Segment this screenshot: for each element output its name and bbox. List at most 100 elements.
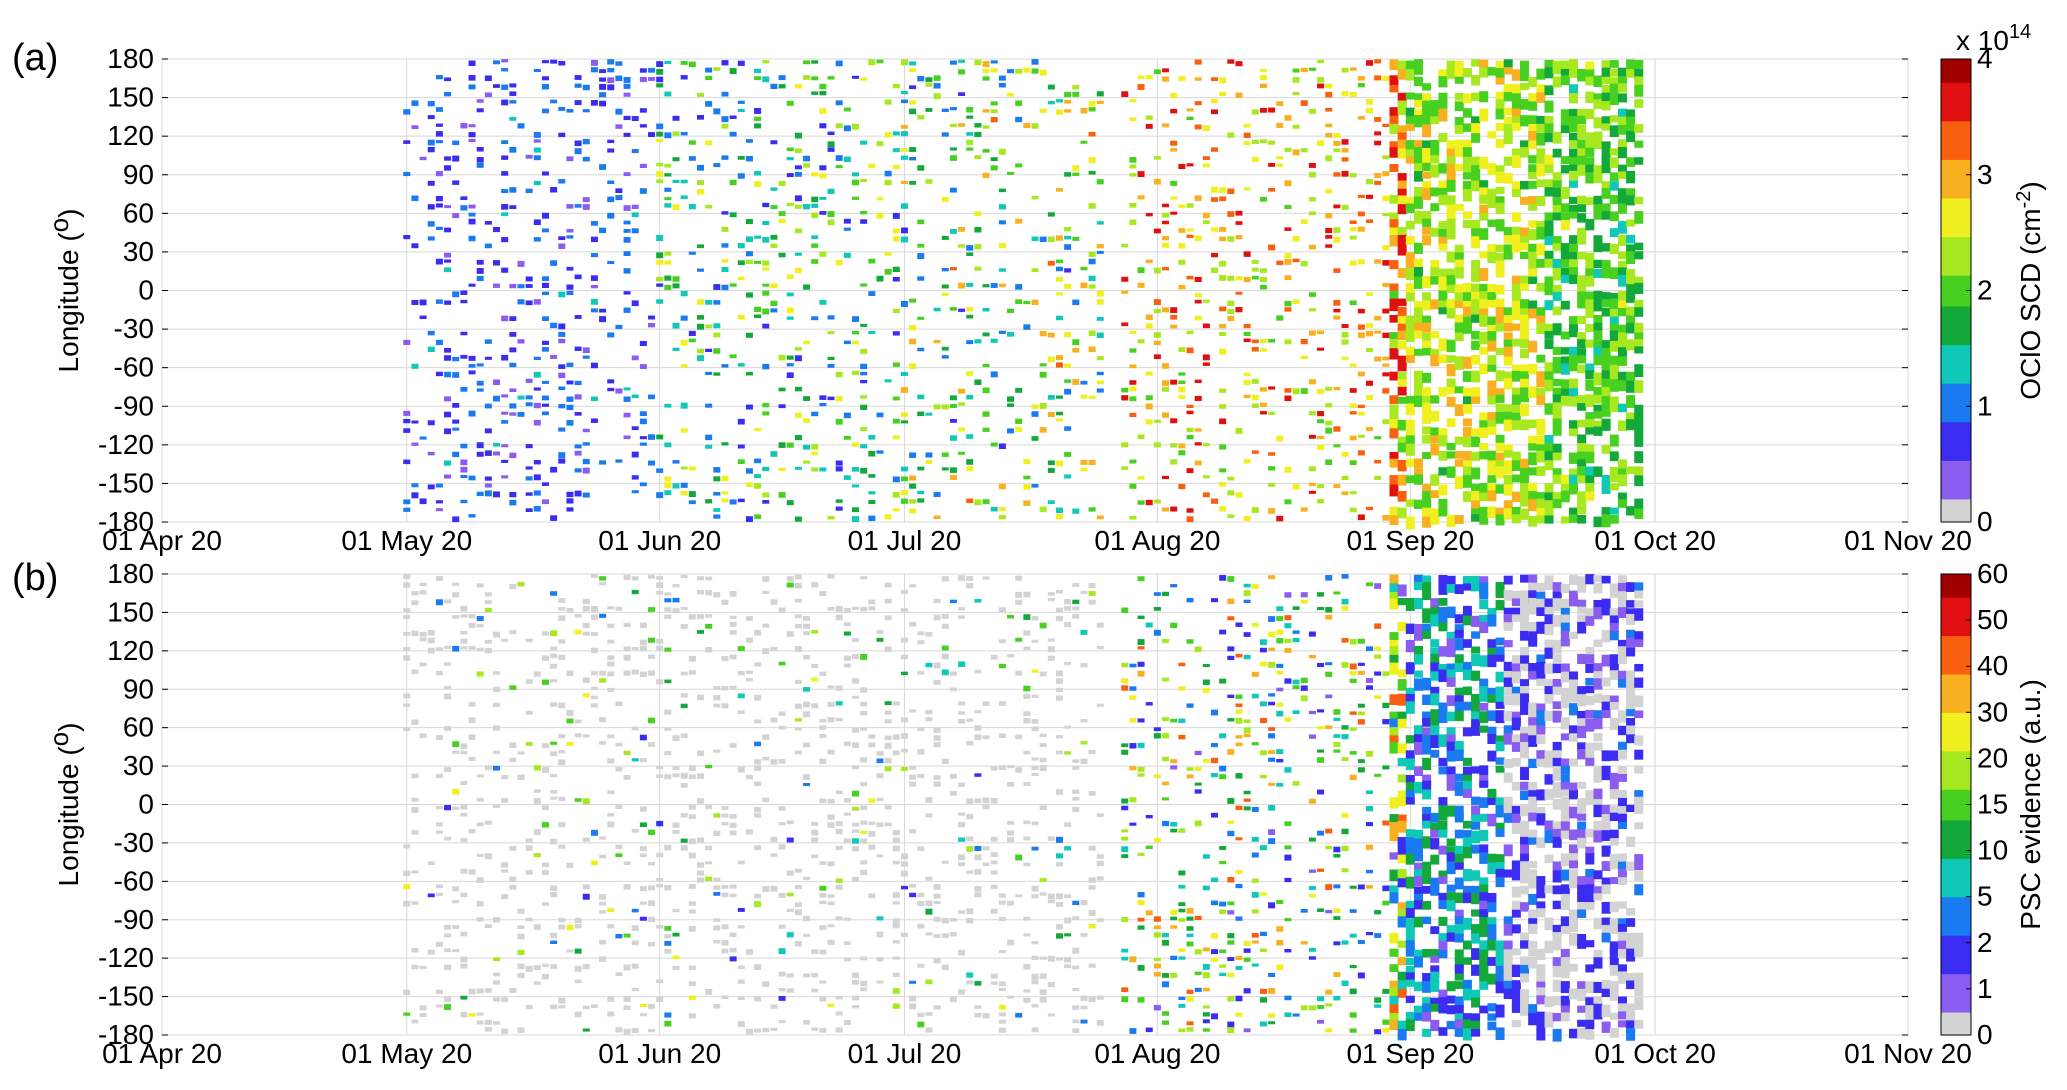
data-cell bbox=[656, 590, 664, 595]
data-cell bbox=[1333, 204, 1341, 209]
data-cell bbox=[1357, 719, 1365, 725]
data-cell bbox=[721, 266, 729, 273]
data-cell bbox=[656, 884, 664, 888]
data-cell bbox=[452, 582, 460, 586]
data-cell bbox=[1528, 243, 1538, 255]
data-cell bbox=[803, 615, 811, 621]
data-cell bbox=[656, 68, 664, 75]
data-cell bbox=[917, 640, 925, 645]
data-cell bbox=[427, 221, 435, 227]
data-cell bbox=[435, 371, 443, 377]
data-cell bbox=[729, 68, 737, 75]
data-cell bbox=[1178, 908, 1186, 913]
data-cell bbox=[1096, 515, 1104, 520]
data-cell bbox=[778, 180, 786, 186]
data-cell bbox=[933, 83, 941, 89]
data-cell bbox=[892, 734, 900, 740]
data-cell bbox=[476, 671, 484, 677]
data-cell bbox=[705, 324, 713, 329]
data-cell bbox=[1268, 782, 1276, 786]
colorbar-segment bbox=[1941, 228, 1971, 238]
data-cell bbox=[1446, 251, 1456, 263]
data-cell bbox=[411, 1019, 419, 1024]
data-cell bbox=[1137, 964, 1145, 971]
data-cell bbox=[517, 299, 525, 305]
data-cell bbox=[435, 647, 443, 651]
data-cell bbox=[1389, 995, 1399, 1008]
data-cell bbox=[696, 630, 704, 634]
data-cell bbox=[1129, 695, 1137, 700]
data-cell bbox=[452, 741, 460, 748]
data-cell bbox=[1495, 186, 1505, 194]
data-cell bbox=[1055, 924, 1063, 930]
data-cell bbox=[639, 482, 647, 487]
data-cell bbox=[1349, 363, 1357, 368]
data-cell bbox=[1096, 645, 1104, 650]
data-cell bbox=[533, 490, 541, 496]
data-cell bbox=[1007, 331, 1015, 337]
data-cell bbox=[1382, 719, 1390, 725]
data-cell bbox=[574, 917, 582, 924]
data-cell bbox=[1520, 387, 1530, 397]
data-cell bbox=[1479, 156, 1489, 169]
data-cell bbox=[541, 171, 549, 176]
data-cell bbox=[1430, 725, 1440, 738]
data-cell bbox=[1397, 902, 1407, 916]
data-cell bbox=[900, 412, 908, 417]
data-cell bbox=[1446, 386, 1456, 394]
data-cell bbox=[1479, 443, 1489, 451]
data-cell bbox=[541, 902, 549, 906]
data-cell bbox=[607, 148, 615, 153]
data-cell bbox=[1227, 972, 1235, 978]
data-cell bbox=[1520, 1005, 1530, 1016]
data-cell bbox=[566, 228, 574, 233]
data-cell bbox=[582, 1028, 590, 1032]
data-cell bbox=[1422, 147, 1432, 160]
data-cell bbox=[476, 99, 484, 103]
data-cell bbox=[517, 751, 525, 755]
data-cell bbox=[1397, 180, 1407, 193]
data-cell bbox=[1080, 1019, 1088, 1024]
data-cell bbox=[1374, 646, 1382, 651]
data-cell bbox=[1438, 582, 1448, 595]
data-cell bbox=[1031, 821, 1039, 826]
data-cell bbox=[1325, 227, 1333, 234]
data-cell bbox=[1593, 516, 1603, 528]
data-cell bbox=[558, 702, 566, 709]
data-cell bbox=[1413, 474, 1423, 485]
colorbar-segment bbox=[1941, 429, 1971, 438]
data-cell bbox=[1374, 1029, 1382, 1035]
data-cell bbox=[1382, 1027, 1390, 1033]
data-cell bbox=[1292, 685, 1300, 690]
data-cell bbox=[1601, 188, 1611, 199]
data-cell bbox=[1454, 322, 1464, 333]
data-cell bbox=[1601, 181, 1611, 194]
data-cell bbox=[1145, 1027, 1153, 1033]
data-cell bbox=[1536, 591, 1546, 601]
data-cell bbox=[1007, 654, 1015, 658]
data-cell bbox=[1389, 639, 1399, 650]
data-cell bbox=[998, 1027, 1006, 1033]
data-cell bbox=[1462, 219, 1472, 229]
data-cell bbox=[1609, 298, 1619, 312]
data-cell bbox=[1462, 475, 1472, 488]
data-cell bbox=[1341, 662, 1349, 668]
data-cell bbox=[1471, 814, 1481, 826]
data-cell bbox=[1227, 940, 1235, 945]
data-cell bbox=[541, 347, 549, 352]
data-cell bbox=[696, 348, 704, 354]
data-cell bbox=[900, 203, 908, 209]
data-cell bbox=[582, 197, 590, 203]
data-cell bbox=[860, 363, 868, 370]
data-cell bbox=[1487, 395, 1497, 405]
data-cell bbox=[1055, 276, 1063, 282]
data-cell bbox=[1454, 117, 1464, 130]
data-cell bbox=[1259, 661, 1267, 667]
data-cell bbox=[1454, 629, 1464, 638]
data-cell bbox=[688, 500, 696, 505]
data-cell bbox=[1357, 411, 1365, 416]
data-cell bbox=[1438, 307, 1448, 315]
data-cell bbox=[1503, 949, 1513, 960]
data-cell bbox=[648, 574, 656, 579]
data-cell bbox=[1129, 364, 1137, 369]
